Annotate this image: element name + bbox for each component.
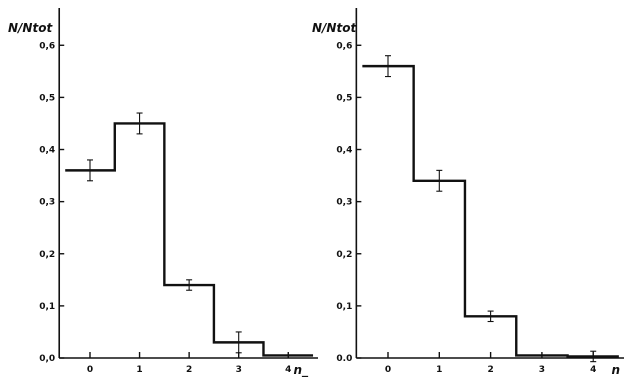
x-axis-title: n_: [293, 363, 309, 378]
right-panel: 0.0 0,1 0,2 0,3 0,4 0,5 0,6 0 1 2 3 4 N/Ntot n: [312, 8, 624, 377]
x-tick-label: 2: [186, 365, 192, 375]
y-tick-label: 0,2: [39, 250, 55, 260]
y-tick-label: 0.0: [336, 354, 352, 364]
x-tick-label: 0: [87, 365, 93, 375]
y-tick-label: 0,3: [336, 198, 352, 208]
x-tick-label: 2: [487, 365, 493, 375]
y-tick-label: 0,1: [39, 302, 55, 312]
y-tick-label: 0,4: [336, 146, 352, 156]
y-tick-label: 0,4: [39, 146, 55, 156]
y-tick-label: 0,6: [39, 41, 55, 51]
y-tick-label: 0,0: [39, 354, 55, 364]
x-tick-label: 1: [136, 365, 142, 375]
x-tick-label: 0: [385, 365, 391, 375]
x-tick-label: 4: [590, 365, 596, 375]
y-tick-label: 0,1: [336, 302, 352, 312]
x-tick-label: 1: [436, 365, 442, 375]
y-axis-title: N/Ntot: [8, 21, 53, 35]
x-tick-label: 3: [236, 365, 242, 375]
y-tick-label: 0,6: [336, 41, 352, 51]
x-tick-label: 3: [539, 365, 545, 375]
left-panel: 0,0 0,1 0,2 0,3 0,4 0,5 0,6 0 1 2 3 4 N/Ntot n_: [8, 8, 318, 378]
y-tick-label: 0,5: [39, 93, 55, 103]
y-tick-label: 0,3: [39, 198, 55, 208]
x-tick-label: 4: [285, 365, 291, 375]
histogram-steps: [65, 122, 314, 357]
y-tick-label: 0,2: [336, 250, 352, 260]
y-axis-title: N/Ntot: [312, 21, 357, 35]
x-axis-title: n: [611, 363, 620, 377]
y-tick-label: 0,5: [336, 93, 352, 103]
